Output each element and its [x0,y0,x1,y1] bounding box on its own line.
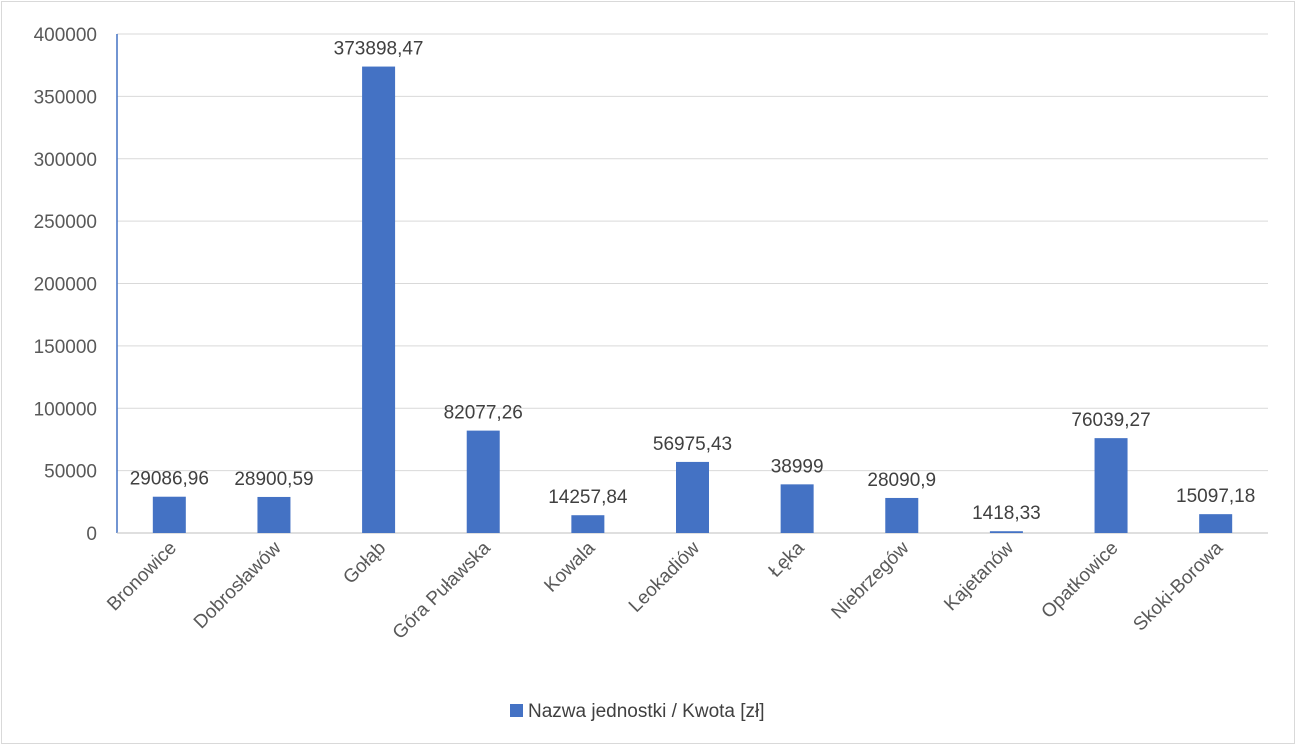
bar [885,497,919,533]
legend-swatch [510,704,523,717]
x-tick-label: Gołąb [339,538,390,589]
data-label: 56975,43 [653,434,732,455]
data-label: 28090,9 [867,470,936,491]
y-tick-label: 400000 [34,25,97,46]
x-tick-label: Skoki-Borowa [1129,537,1227,635]
bar [257,496,291,533]
y-tick-label: 50000 [44,462,97,483]
x-tick-label: Opatkowice [1038,538,1123,623]
bar [1094,438,1128,533]
y-tick-label: 200000 [34,275,97,296]
y-tick-label: 150000 [34,337,97,358]
x-tick-label: Dobrosławów [190,537,286,633]
bar [676,461,709,533]
bar [152,496,186,533]
y-tick-label: 0 [86,524,97,545]
x-tick-label: Kajetanów [940,537,1018,615]
x-tick-label: Łęka [765,537,809,581]
bar [1199,514,1233,533]
y-tick-label: 100000 [34,399,97,420]
y-tick-label: 300000 [34,150,97,171]
x-tick-label: Bronowice [103,538,181,616]
bar [362,66,396,534]
data-label: 38999 [771,456,824,477]
y-tick-label: 250000 [34,212,97,233]
x-tick-label: Góra Puławska [389,537,495,643]
x-tick-label: Kowala [540,537,599,596]
bar [571,515,605,533]
data-label: 373898,47 [334,39,424,60]
data-label: 14257,84 [548,487,628,508]
bar [780,484,814,533]
legend-label: Nazwa jednostki / Kwota [zł] [528,701,765,722]
bar [989,531,1023,533]
x-tick-label: Leokadiów [625,537,704,616]
y-tick-label: 350000 [34,87,97,108]
data-label: 29086,96 [130,469,209,490]
x-tick-label: Niebrzegów [828,537,914,623]
data-label: 82077,26 [444,403,523,424]
data-label: 15097,18 [1176,486,1255,507]
bar [466,430,500,533]
data-label: 28900,59 [234,469,313,490]
data-label: 1418,33 [972,503,1041,524]
data-label: 76039,27 [1071,410,1150,431]
